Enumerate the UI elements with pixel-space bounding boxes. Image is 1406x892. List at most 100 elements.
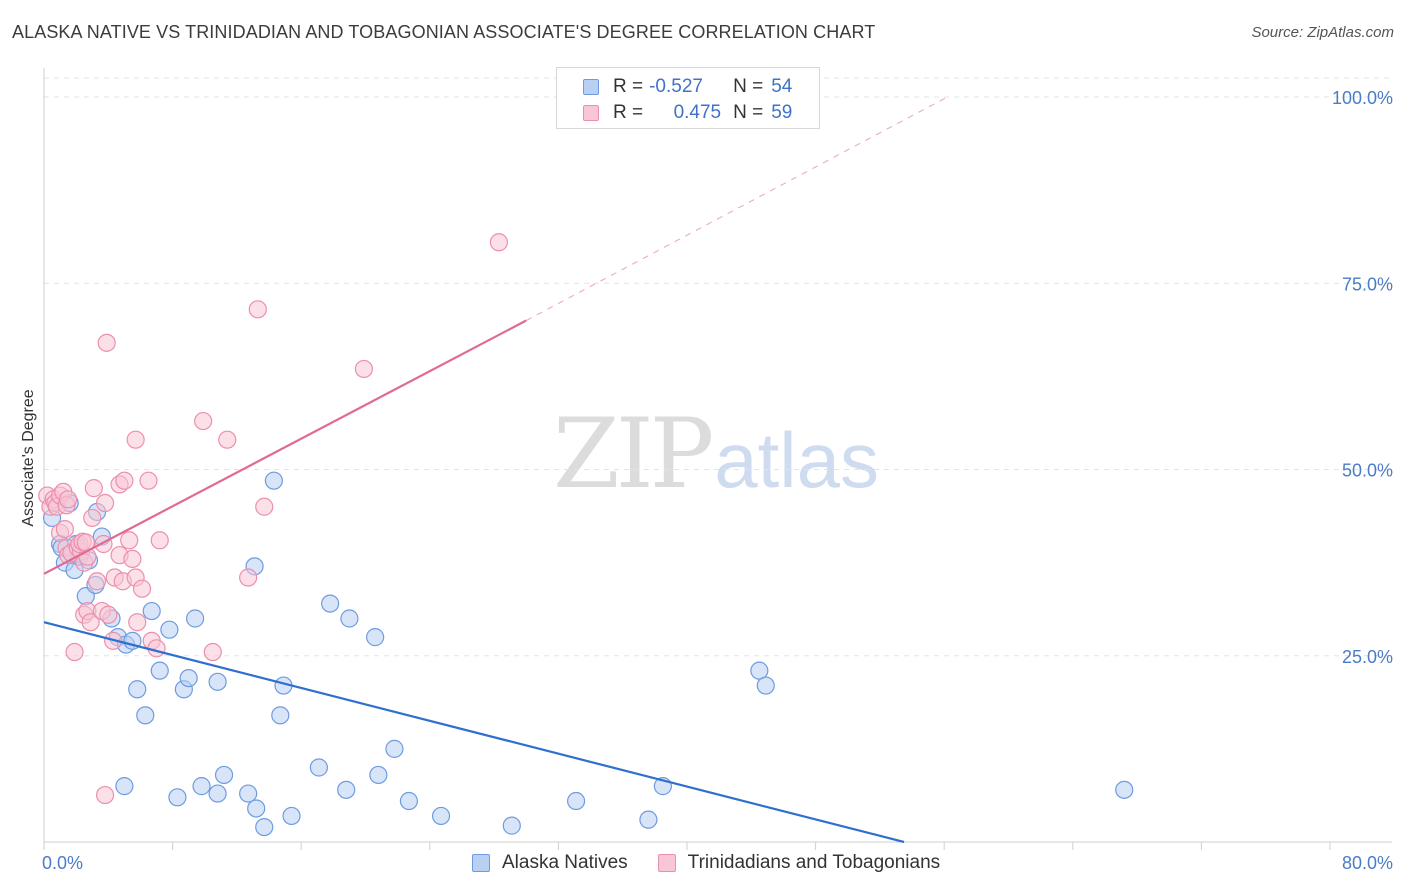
point-alaska-native [399, 791, 419, 811]
point-trinidadian [123, 549, 142, 569]
legend-item-alaska-natives: Alaska Natives [472, 852, 628, 874]
y-tick-label: 75.0% [1342, 274, 1393, 294]
point-alaska-native [239, 784, 258, 803]
axes [43, 68, 1392, 850]
legend-n-value: 54 [771, 76, 793, 97]
legend-label: Trinidadians and Tobagonians [687, 852, 941, 873]
point-trinidadian [218, 430, 237, 449]
point-trinidadian [84, 479, 103, 498]
point-trinidadian [489, 233, 509, 252]
point-trinidadian [97, 333, 116, 352]
point-alaska-native [208, 784, 227, 803]
point-alaska-native [128, 680, 147, 699]
legend-r-value: 0.475 [673, 102, 722, 123]
point-trinidadian [255, 497, 274, 516]
point-alaska-native [186, 609, 205, 628]
point-alaska-native [502, 816, 521, 835]
point-alaska-native [214, 765, 234, 785]
point-alaska-native [168, 788, 187, 807]
point-trinidadian [59, 490, 78, 509]
point-trinidadian [126, 430, 145, 449]
y-tick-label: 50.0% [1342, 461, 1393, 481]
watermark: ZIPatlas [553, 406, 879, 503]
point-alaska-native [321, 594, 340, 613]
source-label: Source: ZipAtlas.com [1251, 24, 1394, 41]
point-alaska-native [271, 706, 290, 725]
point-trinidadian [239, 568, 258, 587]
y-tick-label: 100.0% [1332, 88, 1393, 108]
y-tick-label: 25.0% [1342, 647, 1393, 667]
axis-labels: 25.0% 50.0% 75.0% 100.0% 0.0% 80.0% Associate'… [20, 88, 1393, 873]
point-trinidadian [65, 642, 84, 662]
legend-n-label: N = [733, 76, 764, 97]
watermark-atlas: atlas [714, 416, 879, 504]
point-trinidadian [95, 493, 115, 513]
point-alaska-native [282, 806, 301, 826]
point-trinidadian [194, 411, 213, 431]
trend-line-alaska-natives [43, 621, 905, 844]
point-alaska-native [309, 758, 328, 777]
point-trinidadian [83, 508, 102, 528]
trend-line-trinidadians-extension [526, 96, 948, 321]
point-alaska-native [756, 676, 775, 695]
point-alaska-native [369, 765, 388, 785]
point-trinidadian [55, 519, 74, 539]
trend-line-trinidadians [43, 319, 527, 575]
point-trinidadian [132, 579, 152, 598]
point-trinidadian [87, 572, 107, 591]
legend-item-trinidadians: Trinidadians and Tobagonians [657, 852, 941, 874]
point-alaska-native [337, 780, 356, 799]
watermark-zip: ZIP [553, 398, 714, 510]
point-alaska-native [366, 628, 385, 647]
point-alaska-native [115, 777, 134, 796]
legend-r-value: -0.527 [649, 76, 703, 97]
point-alaska-native [639, 810, 658, 829]
series-alaska-natives [42, 471, 1134, 837]
point-trinidadian [203, 642, 222, 662]
series-trinidadians [38, 233, 509, 805]
point-alaska-native [1115, 780, 1134, 799]
series-legend: Alaska Natives Trinidadians and Tobagoni… [472, 852, 970, 874]
legend-swatch-blue [472, 854, 490, 872]
trend-lines [43, 96, 948, 844]
point-alaska-native [142, 601, 161, 621]
point-alaska-native [566, 791, 586, 811]
legend-swatch-blue [583, 79, 599, 95]
legend-swatch-pink [583, 105, 599, 121]
legend-r-label: R = [613, 102, 644, 123]
point-trinidadian [94, 534, 113, 554]
point-alaska-native [150, 661, 169, 680]
point-alaska-native [431, 806, 451, 826]
point-trinidadian [248, 300, 267, 319]
point-trinidadian [81, 613, 100, 632]
point-trinidadian [139, 471, 158, 490]
point-alaska-native [160, 620, 179, 639]
point-trinidadian [115, 471, 134, 490]
point-alaska-native [255, 817, 274, 837]
point-alaska-native [385, 739, 404, 758]
point-trinidadian [354, 359, 373, 379]
point-alaska-native [208, 672, 227, 691]
point-alaska-native [340, 609, 359, 628]
legend-row-alaska: R = -0.527 N = 54 [583, 75, 792, 99]
chart-title: ALASKA NATIVE VS TRINIDADIAN AND TOBAGON… [12, 22, 876, 42]
point-alaska-native [179, 668, 198, 688]
point-trinidadian [147, 639, 166, 658]
legend-n-label: N = [733, 102, 764, 123]
correlation-legend: R = -0.527 N = 54 R = 0.475 N = 59 [556, 67, 820, 129]
legend-swatch-pink [657, 854, 676, 872]
legend-label: Alaska Natives [502, 852, 628, 873]
point-trinidadian [99, 605, 118, 624]
y-axis-label: Associate's Degree [20, 389, 37, 526]
point-alaska-native [192, 777, 211, 796]
legend-n-value: 59 [771, 102, 793, 123]
x-tick-label: 80.0% [1342, 853, 1393, 873]
point-trinidadian [95, 785, 115, 805]
legend-row-trinidad: R = 0.475 N = 59 [583, 101, 792, 125]
point-trinidadian [128, 613, 147, 632]
point-alaska-native [264, 471, 283, 490]
legend-r-label: R = [613, 76, 644, 97]
point-trinidadian [120, 531, 139, 550]
point-alaska-native [136, 706, 155, 725]
